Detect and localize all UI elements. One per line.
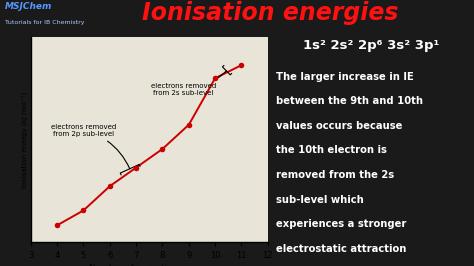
Text: 1s² 2s² 2p⁶ 3s² 3p¹: 1s² 2s² 2p⁶ 3s² 3p¹ [303, 39, 439, 52]
Point [237, 63, 245, 67]
Text: Ionisation energies: Ionisation energies [142, 1, 399, 25]
Text: electrons removed
from 2s sub-level: electrons removed from 2s sub-level [151, 65, 232, 96]
Text: The larger increase in IE: The larger increase in IE [276, 72, 414, 82]
Point [106, 184, 114, 188]
Text: electrostatic attraction: electrostatic attraction [276, 244, 406, 254]
Text: sub-level which: sub-level which [276, 195, 364, 205]
Text: between the 9th and 10th: between the 9th and 10th [276, 96, 423, 106]
X-axis label: Number of ionisation energy: Number of ionisation energy [89, 264, 210, 266]
Text: electrons removed
from 2p sub-level: electrons removed from 2p sub-level [51, 124, 140, 175]
Y-axis label: Ionisation energy (kJ mol⁻¹): Ionisation energy (kJ mol⁻¹) [20, 92, 28, 188]
Point [80, 208, 87, 213]
Text: removed from the 2s: removed from the 2s [276, 170, 394, 180]
Point [132, 165, 140, 170]
Point [185, 123, 192, 127]
Point [159, 147, 166, 151]
Text: the 10th electron is: the 10th electron is [276, 146, 387, 155]
Text: MSJChem: MSJChem [5, 2, 52, 11]
Text: Tutorials for IB Chemistry: Tutorials for IB Chemistry [5, 20, 84, 25]
Point [54, 223, 61, 227]
Point [211, 76, 219, 80]
Text: experiences a stronger: experiences a stronger [276, 219, 406, 229]
Text: values occurs because: values occurs because [276, 121, 402, 131]
